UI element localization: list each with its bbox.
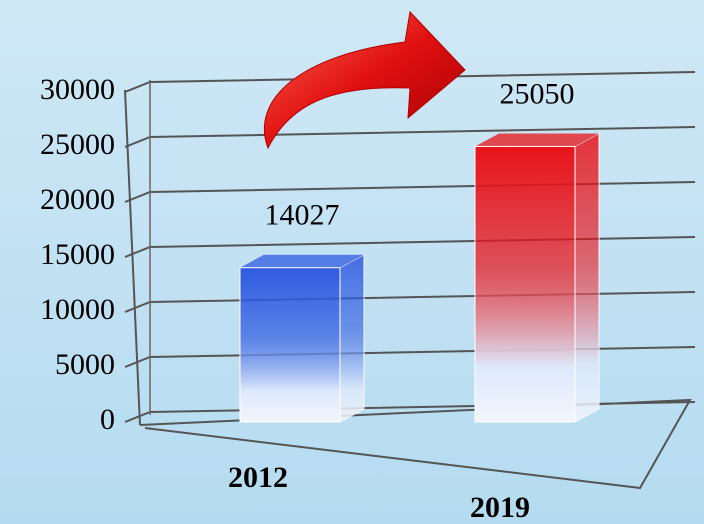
- y-tick-label: 15000: [40, 238, 115, 271]
- x-tick-label: 2012: [228, 461, 288, 494]
- floor-outline: [139, 398, 692, 490]
- trend-arrow: [263, 10, 466, 150]
- bar: [239, 253, 365, 423]
- y-tick-label: 5000: [55, 348, 115, 381]
- bar-top: [475, 133, 599, 147]
- value-label: 25050: [500, 77, 575, 110]
- y-tick-label: 0: [100, 403, 115, 436]
- y-tick-label: 30000: [40, 73, 115, 106]
- x-tick-label: 2019: [470, 491, 530, 524]
- bar: [474, 132, 600, 423]
- bar-side: [339, 253, 365, 423]
- y-tick-label: 10000: [40, 293, 115, 326]
- y-axis-line: [124, 89, 141, 426]
- bars: 14027 2012 25050 2019: [228, 77, 600, 524]
- value-label: 14027: [265, 199, 340, 232]
- bar-front: [474, 145, 576, 423]
- bar-front: [239, 267, 341, 423]
- floor: [124, 80, 692, 490]
- y-tick-label: 20000: [40, 183, 115, 216]
- bar-top: [240, 254, 364, 268]
- y-tick-label: 25000: [40, 128, 115, 161]
- bar-side: [574, 132, 600, 423]
